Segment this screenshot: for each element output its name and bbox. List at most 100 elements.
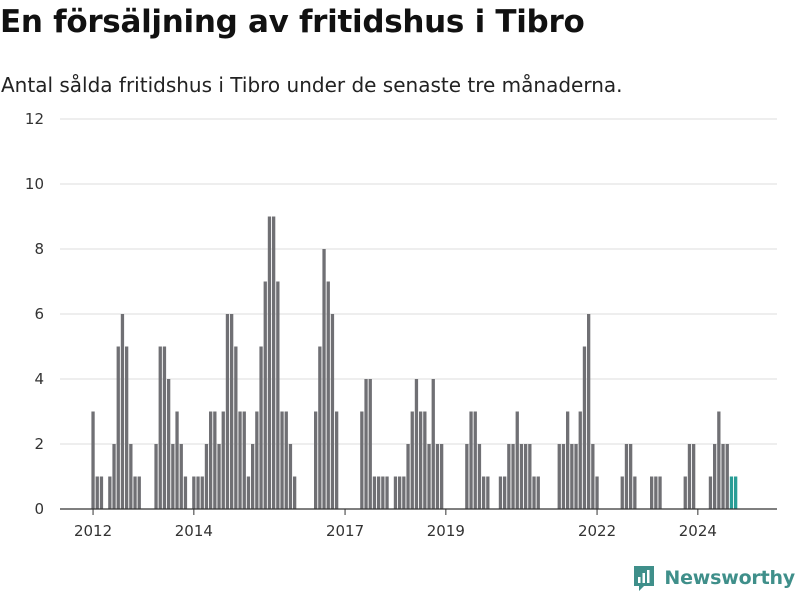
y-tick-label: 8 xyxy=(34,240,44,258)
y-tick-label: 12 xyxy=(25,110,44,128)
bar xyxy=(179,444,183,509)
bar xyxy=(477,444,482,509)
bar xyxy=(725,444,729,509)
bar xyxy=(225,314,230,509)
bar xyxy=(431,379,435,509)
bar xyxy=(120,314,125,509)
bar xyxy=(721,444,725,509)
bar xyxy=(566,411,570,509)
y-tick-label: 6 xyxy=(34,305,44,323)
bar xyxy=(272,216,276,509)
bar xyxy=(267,216,272,509)
bar xyxy=(650,476,654,509)
bar xyxy=(246,476,251,509)
bar xyxy=(360,411,364,509)
bar xyxy=(469,411,473,509)
bar xyxy=(162,346,167,509)
bar xyxy=(498,476,503,509)
bar xyxy=(377,476,381,509)
bar xyxy=(658,476,662,509)
bar xyxy=(322,249,326,509)
bar xyxy=(133,476,137,509)
bar xyxy=(116,346,120,509)
bar xyxy=(511,444,515,509)
bar xyxy=(473,411,477,509)
bar xyxy=(221,411,225,509)
bar xyxy=(255,411,259,509)
bar xyxy=(591,444,595,509)
bar xyxy=(196,476,200,509)
bar xyxy=(574,444,578,509)
data-labels: 1 xyxy=(735,0,745,4)
chart-logo-icon xyxy=(634,566,655,591)
bar xyxy=(708,476,713,509)
bar xyxy=(288,444,293,509)
bar xyxy=(381,476,385,509)
bar xyxy=(528,444,532,509)
y-tick-label: 0 xyxy=(34,500,44,518)
bar xyxy=(234,346,238,509)
bar xyxy=(158,346,162,509)
bar xyxy=(419,411,423,509)
bar xyxy=(330,314,335,509)
bar xyxy=(402,476,406,509)
bar xyxy=(364,379,368,509)
bar xyxy=(129,444,133,509)
bar xyxy=(204,444,209,509)
bar xyxy=(125,346,129,509)
bar xyxy=(683,476,687,509)
gridlines xyxy=(60,118,777,445)
bar xyxy=(524,444,528,509)
bar xyxy=(192,476,196,509)
bar xyxy=(515,411,519,509)
bar xyxy=(713,444,717,509)
y-axis: 0 2 4 6 8 10 12 xyxy=(25,110,44,518)
bar xyxy=(578,411,582,509)
bar xyxy=(183,476,188,509)
bar xyxy=(729,476,734,509)
bar xyxy=(717,411,721,509)
bar xyxy=(154,444,158,509)
brand-name: Newsworthy xyxy=(664,567,795,589)
bar xyxy=(137,476,141,509)
bar xyxy=(582,346,587,509)
bar xyxy=(259,346,263,509)
x-tick-label: 2014 xyxy=(175,522,213,540)
x-axis: 2012 2014 2017 2019 2022 2024 xyxy=(60,508,777,540)
x-tick-label: 2024 xyxy=(679,522,717,540)
bar xyxy=(368,379,372,509)
bar xyxy=(318,346,322,509)
bar xyxy=(427,444,431,509)
x-tick-label: 2012 xyxy=(74,522,112,540)
bar xyxy=(213,411,217,509)
bar xyxy=(440,444,444,509)
y-tick-label: 2 xyxy=(34,435,44,453)
bar xyxy=(175,411,179,509)
bar xyxy=(503,476,507,509)
bar xyxy=(519,444,524,509)
bar xyxy=(280,411,284,509)
bar xyxy=(335,411,339,509)
bar xyxy=(687,444,692,509)
bar xyxy=(624,444,629,509)
x-tick-label: 2017 xyxy=(326,522,364,540)
bar xyxy=(385,476,389,509)
bar xyxy=(557,444,561,509)
bar xyxy=(230,314,234,509)
bar xyxy=(276,281,280,509)
x-tick-label: 2022 xyxy=(578,522,616,540)
bar xyxy=(692,444,696,509)
bar xyxy=(570,444,574,509)
data-label: 1 xyxy=(735,0,745,4)
bar xyxy=(171,444,175,509)
x-tick-label: 2019 xyxy=(427,522,465,540)
bar xyxy=(532,476,536,509)
bar xyxy=(620,476,624,509)
y-tick-label: 4 xyxy=(34,370,44,388)
bar xyxy=(587,314,591,509)
bar xyxy=(263,281,267,509)
bar xyxy=(112,444,116,509)
bar-series xyxy=(91,216,738,509)
bar xyxy=(326,281,330,509)
bar xyxy=(217,444,221,509)
